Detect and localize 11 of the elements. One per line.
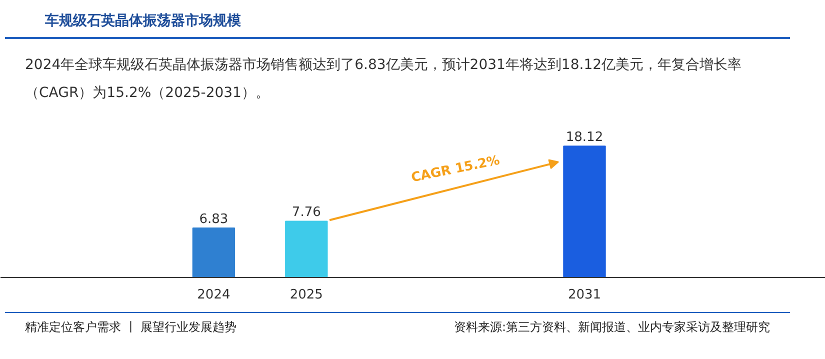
- data-label: 18.12: [566, 130, 604, 146]
- data-label: 6.83: [199, 212, 228, 227]
- text: 精准定位客户需求 丨 展望行业发展趋势: [25, 319, 237, 336]
- x-tick-label: 2024: [197, 288, 230, 302]
- x-tick-label: 2025: [290, 288, 323, 302]
- x-tick-label: 2031: [568, 288, 602, 302]
- chart-subtitle: 2024年全球车规级石英晶体振荡器市场销售额达到了6.83亿美元，预计2031年将达到18.12亿美元，年复合增长率（CAGR）为15.2%（2025-2031）。: [24, 56, 743, 103]
- annotation: CAGR 15.2%: [410, 153, 502, 186]
- data-label: 7.76: [292, 205, 321, 220]
- chart-title: 车规级石英晶体振荡器市场规模: [5, 5, 790, 39]
- text: 资料来源:第三方资料、新闻报道、业内专家采访及整理研究: [454, 319, 770, 336]
